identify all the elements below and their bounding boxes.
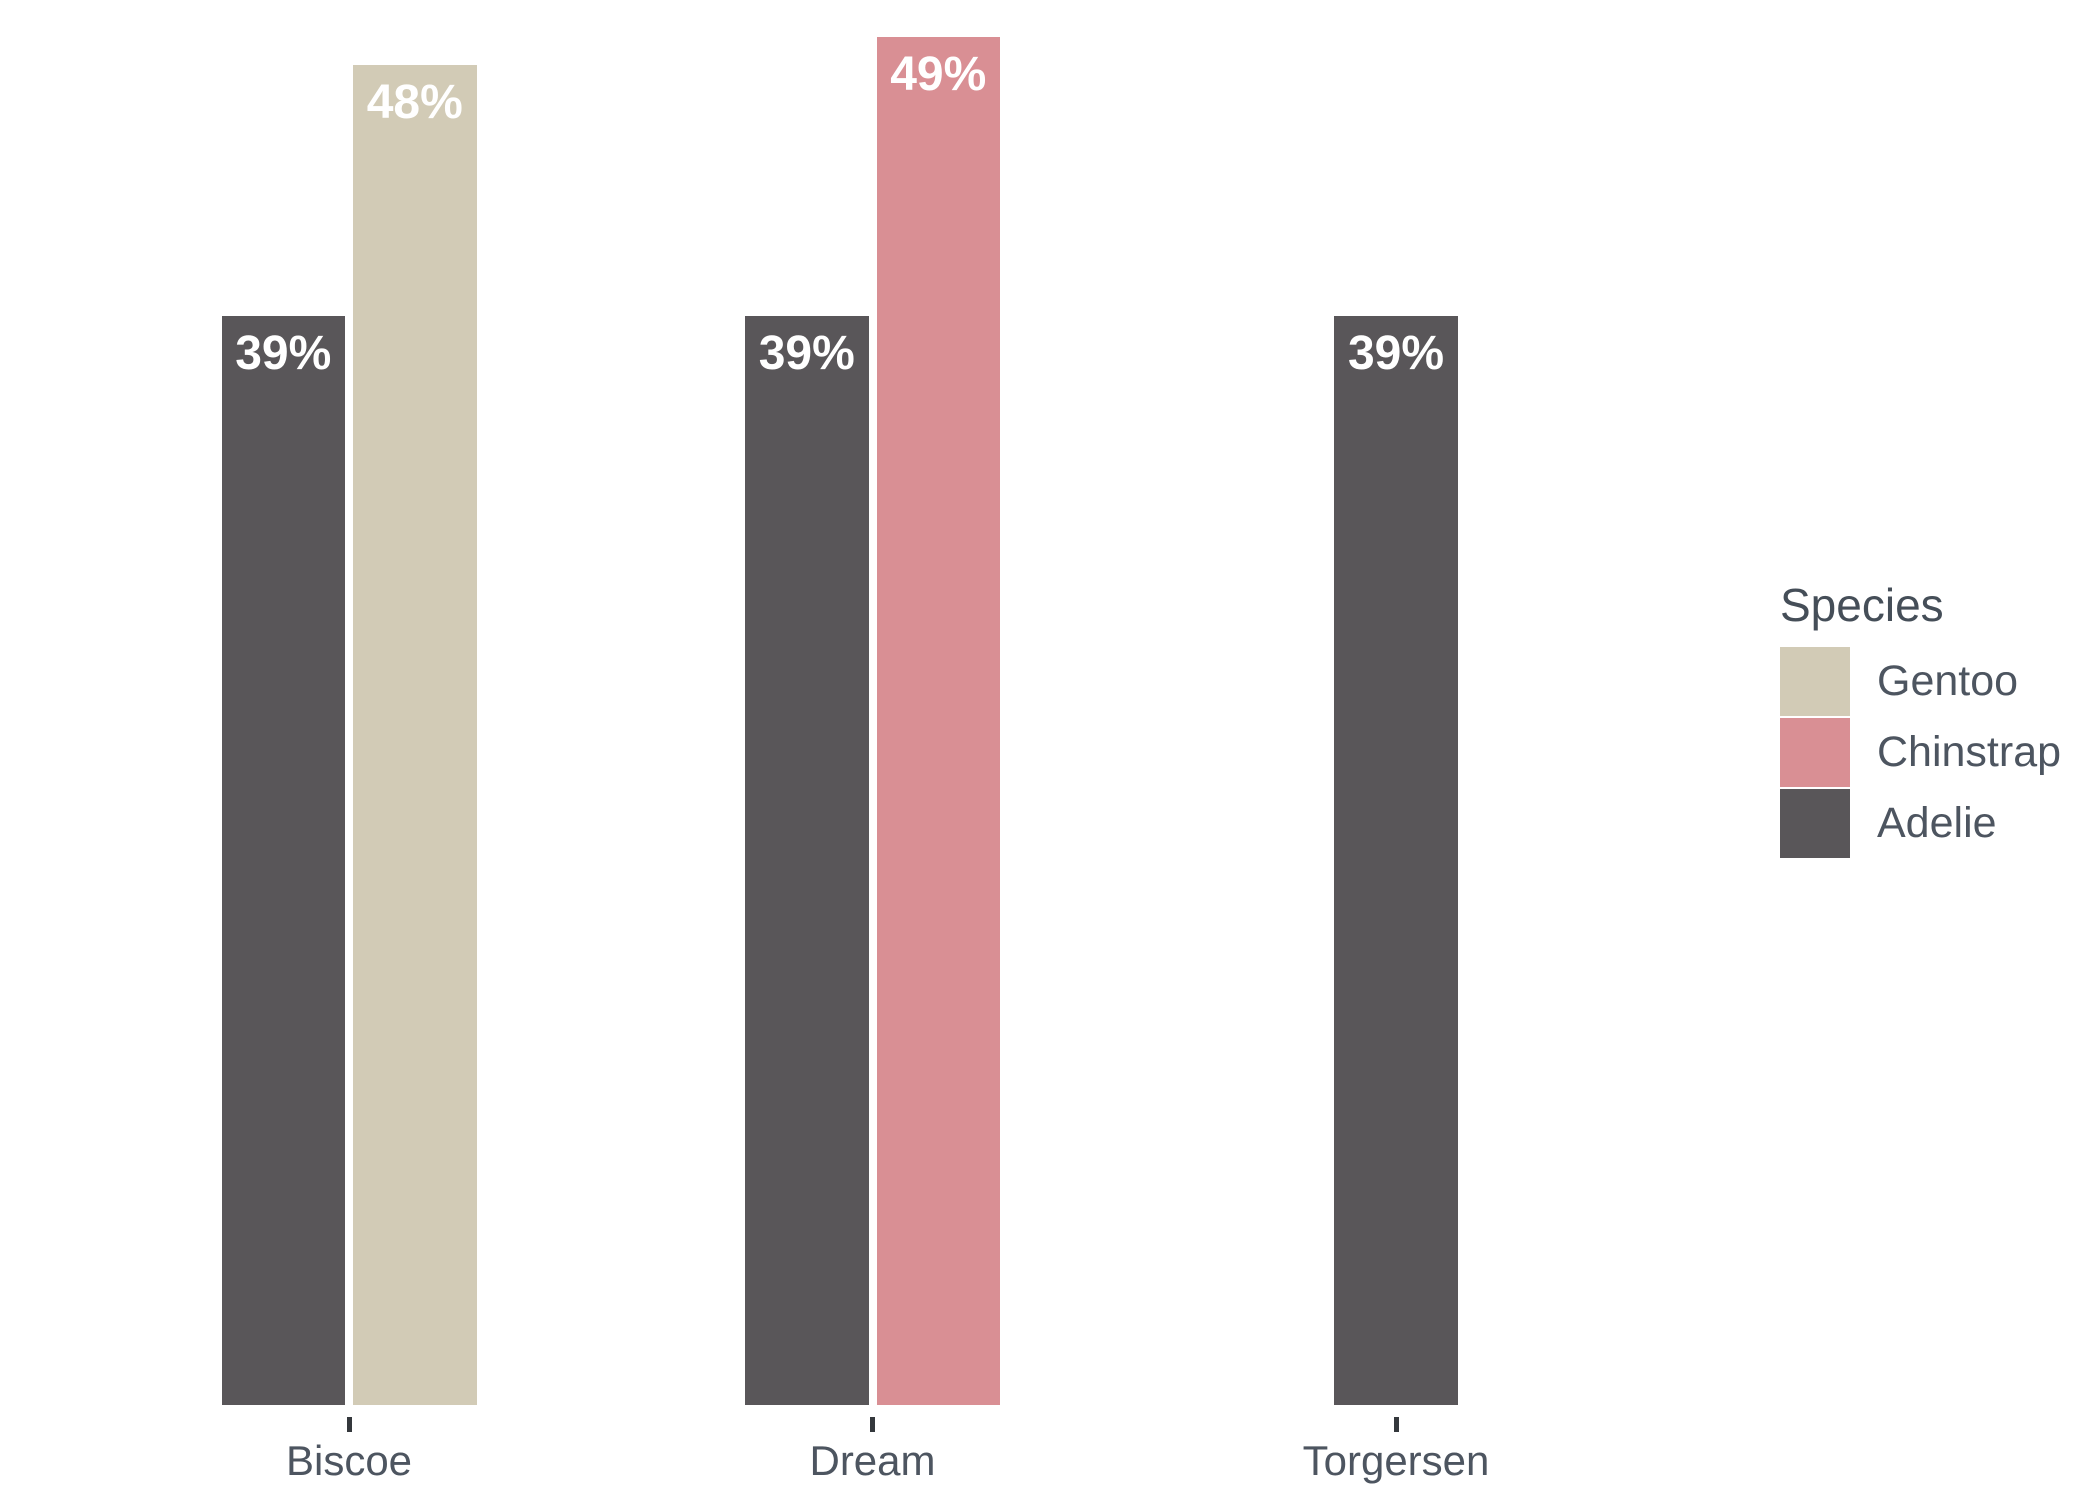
legend-item-chinstrap: Chinstrap: [1780, 718, 2061, 787]
bar-value-label-biscoe-adelie: 39%: [235, 327, 332, 381]
legend-items: Gentoo Chinstrap Adelie: [1780, 647, 2061, 858]
legend-swatch-chinstrap: [1780, 718, 1850, 787]
bar-biscoe-gentoo: [353, 64, 477, 1405]
bar-value-label-dream-chinstrap: 49%: [890, 47, 987, 101]
legend-item-gentoo: Gentoo: [1780, 647, 2061, 716]
x-axis-label-biscoe: Biscoe: [285, 1437, 413, 1484]
bar-dream-adelie: [745, 316, 869, 1405]
legend-swatch-gentoo: [1780, 647, 1850, 716]
bar-torgersen-adelie: [1334, 316, 1458, 1405]
bar-dream-chinstrap: [876, 36, 1000, 1405]
bar-biscoe-adelie: [221, 316, 345, 1405]
bar-value-label-dream-adelie: 39%: [758, 327, 855, 381]
x-axis-label-dream: Dream: [809, 1437, 936, 1484]
x-axis-tick-biscoe: [346, 1417, 352, 1432]
bar-value-label-biscoe-gentoo: 48%: [366, 75, 463, 129]
legend-item-adelie: Adelie: [1780, 789, 2061, 858]
legend-label-chinstrap: Chinstrap: [1877, 728, 2062, 776]
legend-label-gentoo: Gentoo: [1877, 657, 2019, 705]
legend-label-adelie: Adelie: [1877, 799, 1997, 847]
legend-title: Species: [1780, 579, 1944, 631]
legend-swatch-adelie: [1780, 789, 1850, 858]
x-axis-tick-dream: [870, 1417, 875, 1432]
legend: Species Gentoo Chinstrap Adelie: [1780, 578, 2061, 860]
x-axis-label-torgersen: Torgersen: [1302, 1437, 1490, 1484]
x-axis-tick-torgersen: [1393, 1417, 1399, 1432]
bar-value-label-torgersen-adelie: 39%: [1347, 327, 1445, 381]
